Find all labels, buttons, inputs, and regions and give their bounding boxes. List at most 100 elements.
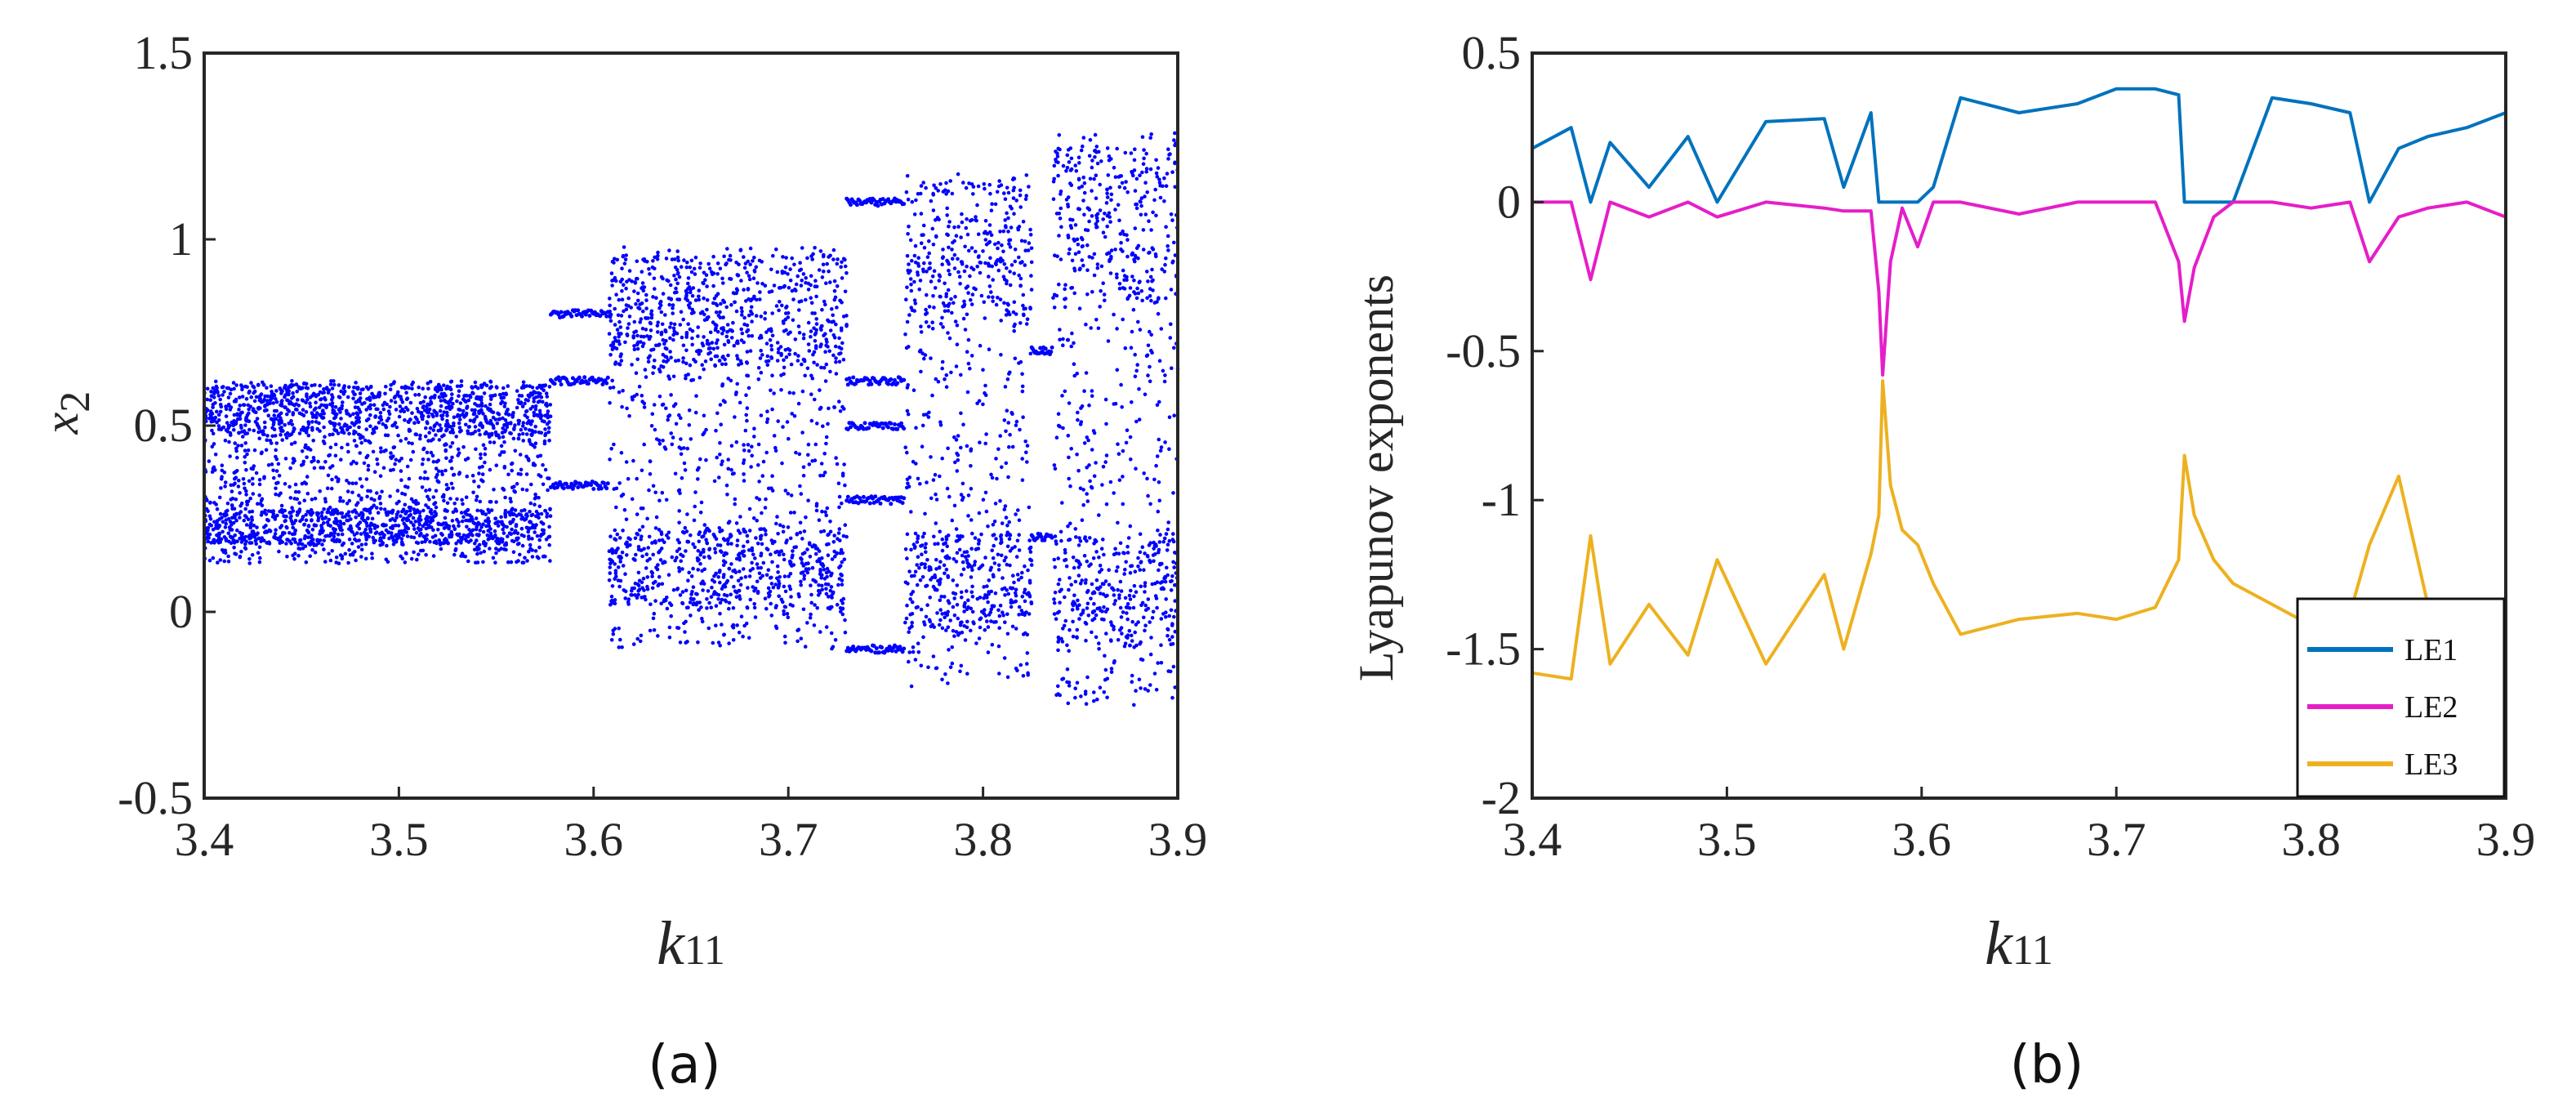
bifurcation-point bbox=[640, 548, 644, 552]
bifurcation-point bbox=[503, 428, 508, 433]
bifurcation-point bbox=[272, 408, 277, 413]
bifurcation-point bbox=[663, 598, 668, 603]
panel-a-bifurcation-points bbox=[203, 131, 1180, 707]
bifurcation-point bbox=[314, 400, 318, 405]
bifurcation-point bbox=[541, 522, 546, 526]
bifurcation-point bbox=[840, 276, 845, 280]
bifurcation-point bbox=[501, 426, 505, 431]
bifurcation-point bbox=[262, 475, 266, 480]
bifurcation-point bbox=[837, 527, 842, 531]
bifurcation-point bbox=[930, 274, 935, 279]
bifurcation-point bbox=[348, 413, 353, 418]
bifurcation-point bbox=[823, 510, 827, 514]
bifurcation-point bbox=[613, 562, 617, 566]
bifurcation-point bbox=[907, 262, 911, 266]
bifurcation-point bbox=[450, 519, 455, 523]
bifurcation-point bbox=[757, 571, 762, 576]
bifurcation-point bbox=[229, 405, 234, 409]
bifurcation-point bbox=[421, 399, 426, 404]
bifurcation-point bbox=[715, 329, 720, 334]
bifurcation-point bbox=[738, 359, 743, 364]
bifurcation-point bbox=[408, 457, 413, 462]
bifurcation-point bbox=[924, 550, 928, 555]
bifurcation-point bbox=[541, 462, 545, 467]
bifurcation-point bbox=[648, 556, 652, 561]
bifurcation-point bbox=[211, 402, 216, 407]
bifurcation-point bbox=[796, 639, 800, 644]
bifurcation-point bbox=[841, 358, 846, 362]
bifurcation-point bbox=[474, 447, 478, 452]
bifurcation-point bbox=[613, 306, 617, 311]
bifurcation-point bbox=[1011, 573, 1015, 578]
bifurcation-point bbox=[646, 546, 650, 550]
bifurcation-point bbox=[234, 497, 238, 502]
bifurcation-point bbox=[619, 493, 624, 498]
bifurcation-point bbox=[909, 684, 914, 689]
bifurcation-point bbox=[239, 533, 244, 538]
bifurcation-point bbox=[944, 373, 949, 377]
bifurcation-point bbox=[667, 636, 672, 640]
bifurcation-point bbox=[431, 414, 435, 419]
bifurcation-point bbox=[403, 436, 408, 441]
bifurcation-point bbox=[284, 524, 289, 529]
bifurcation-point bbox=[681, 343, 686, 348]
bifurcation-point bbox=[952, 613, 957, 618]
bifurcation-point bbox=[428, 539, 432, 544]
bifurcation-point bbox=[430, 511, 434, 515]
bifurcation-point bbox=[620, 645, 624, 649]
bifurcation-point bbox=[828, 529, 833, 534]
bifurcation-point bbox=[906, 412, 911, 417]
bifurcation-point bbox=[695, 592, 699, 596]
bifurcation-point bbox=[336, 431, 341, 435]
bifurcation-point bbox=[583, 312, 588, 317]
bifurcation-point bbox=[342, 384, 347, 388]
bifurcation-point bbox=[610, 283, 614, 288]
bifurcation-point bbox=[1001, 610, 1005, 614]
bifurcation-point bbox=[697, 608, 701, 612]
bifurcation-point bbox=[702, 270, 706, 275]
bifurcation-point bbox=[679, 552, 683, 557]
bifurcation-point bbox=[720, 276, 724, 281]
bifurcation-point bbox=[712, 479, 717, 484]
bifurcation-point bbox=[893, 377, 897, 382]
bifurcation-point bbox=[323, 515, 328, 520]
bifurcation-point bbox=[451, 431, 456, 435]
bifurcation-point bbox=[640, 596, 644, 600]
bifurcation-point bbox=[261, 380, 265, 385]
bifurcation-point bbox=[541, 482, 546, 487]
bifurcation-point bbox=[836, 537, 840, 541]
bifurcation-point bbox=[774, 521, 778, 526]
bifurcation-point bbox=[717, 526, 722, 530]
bifurcation-point bbox=[279, 388, 283, 392]
bifurcation-point bbox=[805, 570, 810, 575]
bifurcation-point bbox=[742, 472, 746, 476]
bifurcation-point bbox=[1014, 587, 1018, 592]
bifurcation-point bbox=[322, 520, 326, 525]
bifurcation-point bbox=[232, 506, 237, 511]
bifurcation-point bbox=[399, 457, 404, 461]
bifurcation-point bbox=[504, 547, 508, 552]
bifurcation-point bbox=[786, 346, 791, 351]
bifurcation-point bbox=[757, 336, 762, 341]
bifurcation-point bbox=[640, 586, 644, 590]
bifurcation-point bbox=[726, 466, 730, 471]
bifurcation-point bbox=[635, 636, 640, 641]
bifurcation-point bbox=[207, 558, 212, 563]
bifurcation-point bbox=[370, 516, 375, 521]
bifurcation-point bbox=[288, 433, 293, 437]
bifurcation-point bbox=[745, 323, 750, 328]
bifurcation-point bbox=[411, 499, 416, 504]
bifurcation-point bbox=[671, 326, 676, 331]
bifurcation-point bbox=[414, 432, 418, 436]
bifurcation-point bbox=[823, 379, 828, 383]
bifurcation-point bbox=[986, 625, 991, 629]
bifurcation-point bbox=[226, 531, 231, 536]
bifurcation-point bbox=[771, 585, 776, 590]
bifurcation-point bbox=[217, 517, 222, 521]
bifurcation-point bbox=[823, 332, 827, 337]
bifurcation-point bbox=[843, 618, 847, 622]
bifurcation-point bbox=[635, 346, 640, 351]
bifurcation-point bbox=[618, 560, 622, 564]
bifurcation-point bbox=[674, 286, 678, 291]
bifurcation-point bbox=[387, 536, 391, 541]
